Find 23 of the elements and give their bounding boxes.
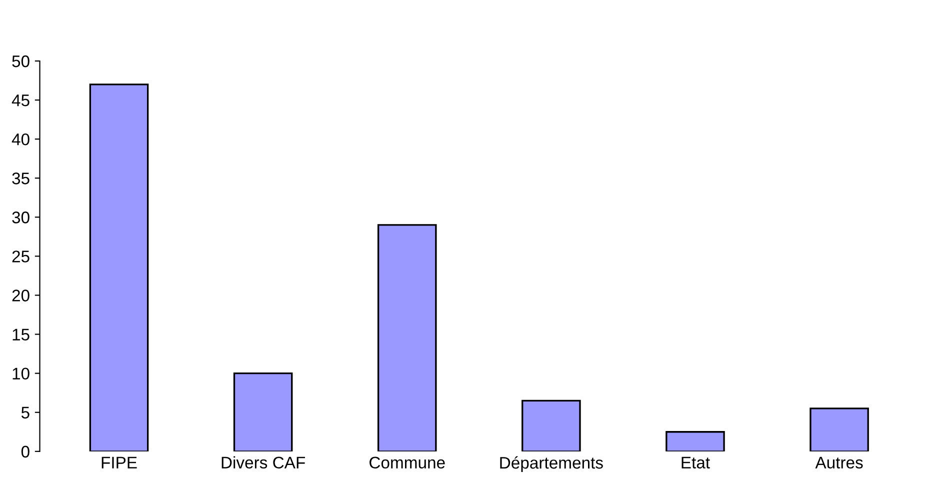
x-tick-label: Divers CAF	[222, 456, 305, 469]
x-tick-label: FIPE	[102, 456, 137, 468]
x-tick-label: Commune	[370, 456, 445, 469]
x-tick-label: Autres	[815, 456, 863, 469]
y-tick-label: 45	[12, 94, 30, 106]
y-tick-label: 25	[12, 250, 30, 262]
bar	[522, 400, 581, 452]
bar	[810, 408, 869, 452]
y-tick-label: 10	[12, 368, 30, 380]
y-tick-label: 40	[12, 133, 30, 146]
y-tick-label: 15	[12, 328, 30, 340]
x-tick-label: Départements	[500, 456, 603, 472]
bar	[377, 224, 437, 452]
y-tick-label: 50	[12, 55, 30, 68]
bar	[666, 431, 725, 452]
bar	[89, 84, 149, 452]
y-tick-label: 20	[12, 290, 30, 302]
x-tick-label: Etat	[682, 456, 710, 469]
y-tick-label: 35	[12, 172, 30, 184]
bar	[233, 372, 293, 452]
y-tick-label: 0	[21, 446, 30, 458]
y-tick-label: 30	[12, 212, 30, 224]
y-tick-label: 5	[21, 406, 30, 419]
